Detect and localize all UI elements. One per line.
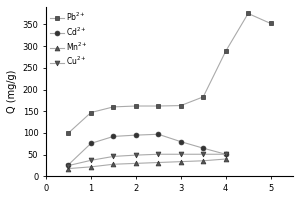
Cd$^{2+}$ xyxy=(179,140,183,143)
Pb$^{2+}$ xyxy=(134,105,138,107)
Pb$^{2+}$ xyxy=(224,50,227,52)
Pb$^{2+}$ xyxy=(269,22,272,25)
Cd$^{2+}$ xyxy=(112,135,115,138)
Pb$^{2+}$ xyxy=(67,132,70,134)
Y-axis label: Q (mg/g): Q (mg/g) xyxy=(7,70,17,113)
Pb$^{2+}$ xyxy=(201,96,205,98)
Cu$^{2+}$ xyxy=(89,159,93,162)
Cu$^{2+}$ xyxy=(67,164,70,167)
Pb$^{2+}$ xyxy=(179,104,183,107)
Cu$^{2+}$ xyxy=(201,153,205,155)
Pb$^{2+}$ xyxy=(157,105,160,107)
Cu$^{2+}$ xyxy=(224,153,227,155)
Line: Pb$^{2+}$: Pb$^{2+}$ xyxy=(66,11,273,135)
Mn$^{2+}$ xyxy=(112,163,115,165)
Pb$^{2+}$ xyxy=(246,12,250,15)
Mn$^{2+}$ xyxy=(89,166,93,168)
Line: Cu$^{2+}$: Cu$^{2+}$ xyxy=(66,152,228,168)
Mn$^{2+}$ xyxy=(134,162,138,165)
Cd$^{2+}$ xyxy=(201,147,205,149)
Cd$^{2+}$ xyxy=(157,133,160,135)
Cu$^{2+}$ xyxy=(112,155,115,158)
Legend: Pb$^{2+}$, Cd$^{2+}$, Mn$^{2+}$, Cu$^{2+}$: Pb$^{2+}$, Cd$^{2+}$, Mn$^{2+}$, Cu$^{2+… xyxy=(48,9,89,69)
Pb$^{2+}$ xyxy=(112,106,115,108)
Cd$^{2+}$ xyxy=(67,163,70,166)
Pb$^{2+}$ xyxy=(89,111,93,114)
Mn$^{2+}$ xyxy=(224,158,227,160)
Cu$^{2+}$ xyxy=(179,153,183,155)
Line: Cd$^{2+}$: Cd$^{2+}$ xyxy=(66,132,228,167)
Cu$^{2+}$ xyxy=(134,154,138,156)
Mn$^{2+}$ xyxy=(67,167,70,170)
Cu$^{2+}$ xyxy=(157,153,160,155)
Mn$^{2+}$ xyxy=(201,160,205,162)
Mn$^{2+}$ xyxy=(157,161,160,164)
Line: Mn$^{2+}$: Mn$^{2+}$ xyxy=(66,157,228,171)
Cd$^{2+}$ xyxy=(89,142,93,145)
Cd$^{2+}$ xyxy=(224,153,227,155)
Cd$^{2+}$ xyxy=(134,134,138,136)
Mn$^{2+}$ xyxy=(179,160,183,163)
